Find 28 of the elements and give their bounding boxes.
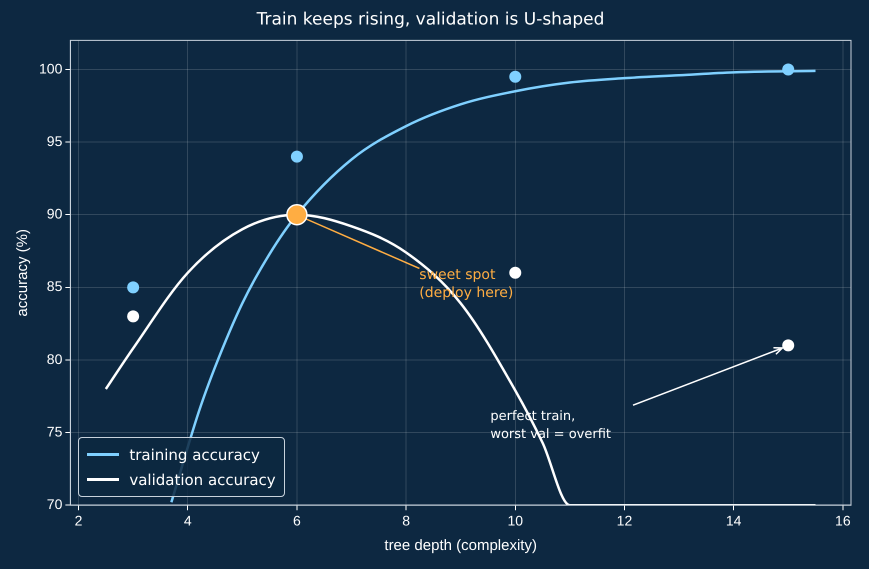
y-tick-label: 100	[39, 60, 63, 76]
point	[782, 63, 794, 76]
x-tick-label: 6	[293, 512, 302, 528]
point	[127, 310, 140, 322]
y-tick-label: 75	[46, 423, 63, 440]
y-tick-label: 90	[46, 206, 63, 222]
x-tick-label: 14	[726, 512, 742, 528]
point	[290, 150, 303, 163]
y-axis-title: accuracy (%)	[14, 229, 32, 317]
point	[509, 266, 522, 279]
x-tick-label: 16	[835, 512, 851, 528]
point	[782, 339, 794, 352]
x-tick-label: 4	[184, 512, 192, 528]
legend-label: validation accuracy	[128, 470, 276, 491]
point	[286, 204, 308, 226]
x-axis-title: tree depth (complexity)	[384, 537, 537, 554]
y-tick-label: 95	[46, 132, 63, 149]
chart-title: Train keeps rising, validation is U-shaped	[256, 10, 604, 30]
x-tick-label: 10	[507, 512, 524, 528]
x-tick-label: 2	[74, 512, 83, 528]
x-tick-label: 8	[402, 512, 410, 528]
y-tick-label: 80	[46, 350, 63, 367]
y-tick-label: 85	[46, 278, 63, 294]
y-tick-label: 70	[46, 496, 63, 512]
point	[509, 70, 522, 83]
legend-label: training accuracy	[128, 444, 261, 466]
point	[127, 281, 140, 294]
x-tick-label: 12	[616, 512, 632, 528]
